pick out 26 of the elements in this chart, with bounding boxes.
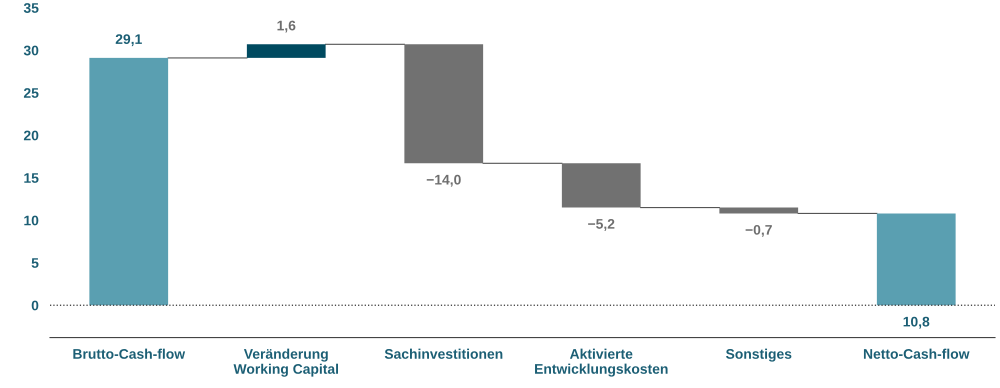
y-tick-label: 35 (24, 3, 39, 13)
bar (876, 213, 956, 306)
data-label: 10,8 (904, 316, 930, 329)
x-tick-label: Netto-Cash-flow (864, 348, 970, 359)
y-tick-label: 10 (24, 216, 38, 226)
y-tick-label: 30 (24, 46, 38, 56)
bar (246, 44, 326, 58)
data-label: 1,6 (277, 20, 296, 32)
x-tick-label: Sonstiges (726, 348, 792, 362)
data-label: −5,2 (588, 218, 614, 231)
bar (89, 58, 168, 306)
x-tick-label: Brutto-Cash-flow (73, 348, 186, 359)
data-label: −14,0 (426, 174, 461, 187)
bar (719, 208, 798, 214)
bar (404, 44, 484, 164)
x-tick-label: Sachinvestitionen (384, 348, 502, 359)
data-label: 29,1 (116, 34, 142, 46)
y-tick-label: 25 (24, 88, 39, 98)
y-tick-label: 5 (32, 258, 39, 268)
y-tick-label: 0 (32, 300, 38, 310)
x-tick-label: Aktivierte Entwicklungskosten (535, 348, 668, 377)
x-tick-label: Veränderung Working Capital (234, 348, 338, 377)
data-label: −0,7 (746, 224, 772, 237)
y-tick-label: 20 (24, 130, 38, 140)
y-tick-label: 15 (24, 173, 39, 183)
bar (562, 163, 641, 208)
